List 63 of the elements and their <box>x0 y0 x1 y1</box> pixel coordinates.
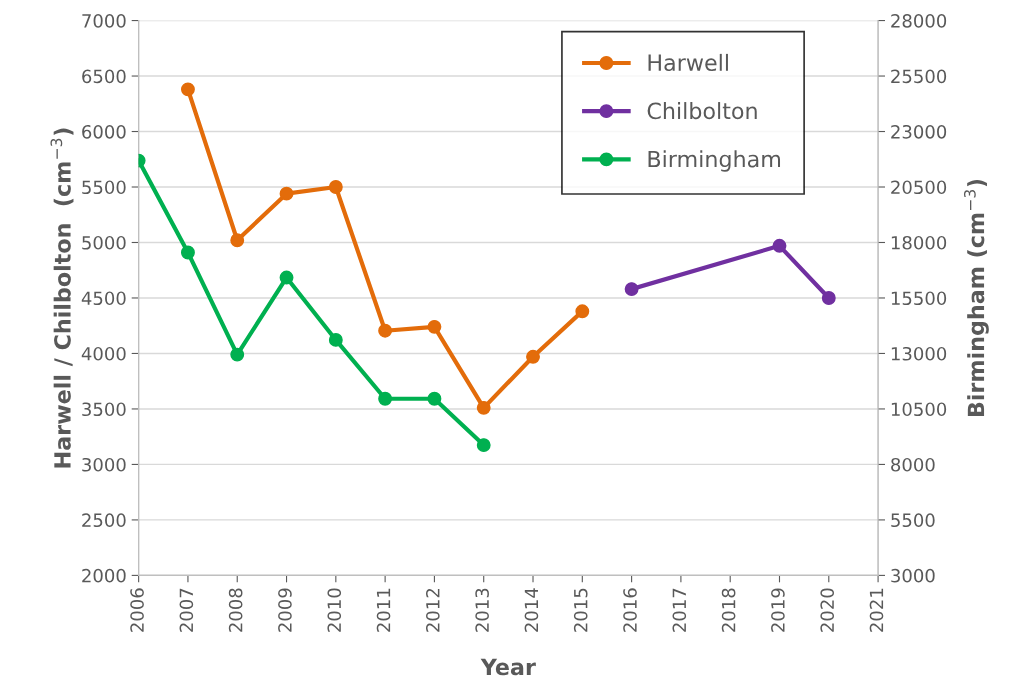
point <box>230 233 245 248</box>
y2-tick-label: 20500 <box>891 180 947 195</box>
x-tick-label: 2008 <box>228 588 243 632</box>
legend-label: Chilbolton <box>647 102 757 120</box>
point <box>476 400 491 415</box>
x-tick-label: 2017 <box>672 588 687 632</box>
y-tick-label: 4500 <box>81 291 126 306</box>
y-tick-label: 2500 <box>82 513 126 528</box>
x-tick-label: 2018 <box>721 588 736 632</box>
point <box>378 323 393 338</box>
point <box>279 186 294 201</box>
point <box>328 332 343 347</box>
x-tick-label: 2010 <box>327 588 342 632</box>
legend-label: Birmingham <box>648 150 781 172</box>
point <box>575 304 590 319</box>
point <box>180 82 195 97</box>
point <box>476 438 491 453</box>
y-tick-label: 5500 <box>82 180 126 195</box>
x-tick-label: 2007 <box>179 588 194 632</box>
point <box>427 319 442 334</box>
point <box>180 245 195 260</box>
x-tick-label: 2016 <box>623 588 637 632</box>
point <box>230 347 245 362</box>
y2-tick-label: 8000 <box>891 457 935 472</box>
y2-tick-label: 10500 <box>891 402 947 417</box>
y-tick-label: 4000 <box>81 346 126 361</box>
x-tick-label: 2019 <box>771 588 785 632</box>
y2-tick-label: 3000 <box>891 568 935 583</box>
y-tick-label: 6000 <box>82 124 126 139</box>
legend-label: Harwell <box>648 53 728 72</box>
point <box>772 238 787 253</box>
point <box>821 291 836 305</box>
y2-tick-label: 25500 <box>891 69 947 84</box>
x-tick-label: 2015 <box>573 588 588 632</box>
y-tick-label: 2000 <box>82 568 126 583</box>
y-tick-label: 3500 <box>82 402 126 417</box>
x-tick-label: 2012 <box>426 589 440 632</box>
x-tick-label: 2011 <box>376 588 391 632</box>
y-tick-label: 6500 <box>82 69 126 84</box>
x-axis-title: Year <box>480 658 536 676</box>
point <box>328 180 343 194</box>
point <box>624 282 639 297</box>
y-axis-title: Harwell / Chilbolton (cm$^{−3}$) <box>50 128 74 468</box>
x-tick-label: 2006 <box>130 588 144 632</box>
y-tick-label: 5000 <box>82 235 126 250</box>
point <box>526 349 540 364</box>
y2-tick-label: 23000 <box>891 124 947 139</box>
x-tick-label: 2013 <box>475 588 489 632</box>
x-tick-label: 2009 <box>278 588 292 632</box>
x-tick-label: 2021 <box>869 588 884 632</box>
point <box>427 391 442 406</box>
y2-tick-label: 5500 <box>891 513 935 528</box>
point <box>378 391 393 406</box>
y2-tick-label: 15500 <box>891 291 947 306</box>
y2-tick-label: 13000 <box>891 346 947 361</box>
y2-axis-title: Birmingham (cm$^{−3}$) <box>964 179 989 417</box>
y2-tick-label: 18000 <box>891 235 947 250</box>
point <box>279 270 294 285</box>
y-tick-label: 3000 <box>82 457 126 472</box>
y2-tick-label: 28000 <box>891 14 947 28</box>
x-tick-label: 2014 <box>524 588 539 632</box>
y-tick-label: 7000 <box>82 14 126 28</box>
x-tick-label: 2020 <box>820 588 835 632</box>
